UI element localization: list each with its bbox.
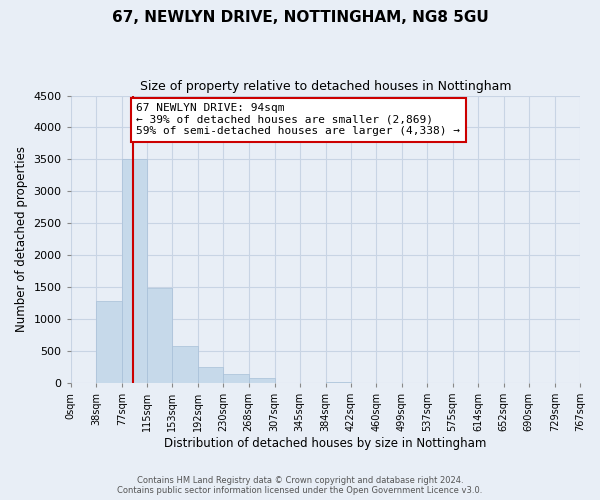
Bar xyxy=(96,301,122,383)
Text: Contains HM Land Registry data © Crown copyright and database right 2024.
Contai: Contains HM Land Registry data © Crown c… xyxy=(118,476,482,495)
Bar xyxy=(248,378,275,383)
Bar xyxy=(172,346,198,383)
Text: 67 NEWLYN DRIVE: 94sqm
← 39% of detached houses are smaller (2,869)
59% of semi-: 67 NEWLYN DRIVE: 94sqm ← 39% of detached… xyxy=(136,103,460,136)
Bar xyxy=(122,160,147,383)
Bar xyxy=(326,382,351,383)
X-axis label: Distribution of detached houses by size in Nottingham: Distribution of detached houses by size … xyxy=(164,437,487,450)
Bar xyxy=(147,288,172,383)
Bar xyxy=(223,374,248,383)
Text: 67, NEWLYN DRIVE, NOTTINGHAM, NG8 5GU: 67, NEWLYN DRIVE, NOTTINGHAM, NG8 5GU xyxy=(112,10,488,25)
Bar xyxy=(198,367,223,383)
Title: Size of property relative to detached houses in Nottingham: Size of property relative to detached ho… xyxy=(140,80,511,93)
Y-axis label: Number of detached properties: Number of detached properties xyxy=(15,146,28,332)
